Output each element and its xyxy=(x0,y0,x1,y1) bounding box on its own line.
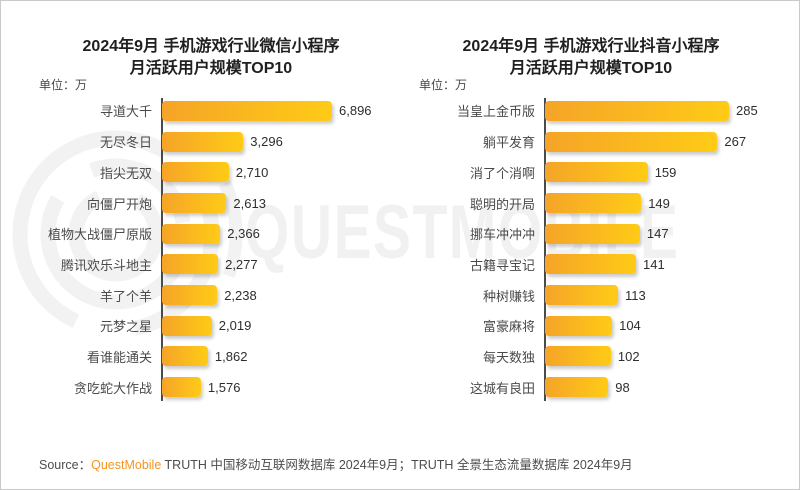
bar-row: 贪吃蛇大作战 1,576 xyxy=(31,372,391,403)
source-prefix: Source： xyxy=(39,458,92,472)
wechat-miniprogram-chart: 2024年9月 手机游戏行业微信小程序 月活跃用户规模TOP10 单位：万 寻道… xyxy=(31,31,391,416)
bar-row: 这城有良田 98 xyxy=(411,372,771,403)
bar-label: 无尽冬日 xyxy=(99,135,152,151)
bar-label: 元梦之星 xyxy=(99,319,152,335)
bar-value-label: 149 xyxy=(648,195,670,211)
source-line: Source：QuestMobile TRUTH 中国移动互联网数据库 2024… xyxy=(39,454,633,473)
bar-value-label: 1,862 xyxy=(214,348,248,364)
chart-title: 2024年9月 手机游戏行业抖音小程序 月活跃用户规模TOP10 xyxy=(411,36,771,80)
bar-label: 种树赚钱 xyxy=(482,288,535,304)
bar-row: 寻道大千 6,896 xyxy=(31,96,391,127)
value-axis-line xyxy=(544,98,546,401)
bar-label: 古籍寻宝记 xyxy=(469,257,535,273)
bar-label: 每天数独 xyxy=(482,349,535,365)
bar-value-label: 2,366 xyxy=(227,226,260,242)
bar xyxy=(545,254,636,275)
bar-value-label: 3,296 xyxy=(250,134,283,150)
bar-label: 指尖无双 xyxy=(99,165,152,181)
bar-rows: 当皇上金币版 285 躺平发育 267 消了个消啊 159 聪明的开局 149 挪车冲冲冲 147… xyxy=(411,96,771,403)
bar xyxy=(162,285,218,306)
bar-row: 聪明的开局 149 xyxy=(411,188,771,219)
bar-row: 种树赚钱 113 xyxy=(411,280,771,311)
bar xyxy=(162,315,212,336)
bar-row: 古籍寻宝记 141 xyxy=(411,249,771,280)
bar-label: 腾讯欢乐斗地主 xyxy=(60,257,152,273)
bar-row: 植物大战僵尸原版 2,366 xyxy=(31,218,391,249)
bar xyxy=(545,223,640,244)
bar-label: 贪吃蛇大作战 xyxy=(73,380,152,396)
bar-label: 挪车冲冲冲 xyxy=(469,227,535,243)
bar-label: 看谁能通关 xyxy=(86,349,152,365)
bar xyxy=(545,346,611,367)
bar-row: 羊了个羊 2,238 xyxy=(31,280,391,311)
bar-value-label: 98 xyxy=(615,379,630,395)
bar-label: 消了个消啊 xyxy=(469,165,535,181)
bar xyxy=(162,162,229,183)
bar-row: 无尽冬日 3,296 xyxy=(31,126,391,157)
chart-title-line1: 2024年9月 手机游戏行业微信小程序 xyxy=(82,38,340,55)
bar xyxy=(545,193,642,213)
bar-value-label: 147 xyxy=(646,226,669,242)
bar-row: 消了个消啊 159 xyxy=(411,157,771,188)
bar xyxy=(162,377,201,398)
bar-value-label: 6,896 xyxy=(339,103,372,119)
bar-label: 植物大战僵尸原版 xyxy=(47,227,152,243)
bar-value-label: 267 xyxy=(724,134,747,150)
bar-value-label: 285 xyxy=(736,103,758,119)
bar-row: 向僵尸开炮 2,613 xyxy=(31,188,391,219)
bar xyxy=(162,131,244,152)
chart-title-line2: 月活跃用户规模TOP10 xyxy=(129,60,293,77)
bar xyxy=(545,315,613,336)
bar-label: 向僵尸开炮 xyxy=(86,196,152,212)
bar-value-label: 159 xyxy=(654,164,677,180)
bar-label: 寻道大千 xyxy=(99,104,152,120)
bar xyxy=(162,100,332,121)
bar-value-label: 2,019 xyxy=(218,318,252,334)
bar xyxy=(162,223,221,244)
bar-value-label: 2,710 xyxy=(235,164,269,180)
bar xyxy=(162,193,227,213)
douyin-miniprogram-chart: 2024年9月 手机游戏行业抖音小程序 月活跃用户规模TOP10 单位：万 当皇… xyxy=(411,31,771,416)
bar xyxy=(545,162,648,183)
bar xyxy=(162,346,208,367)
unit-label: 单位：万 xyxy=(39,78,88,92)
chart-title-line1: 2024年9月 手机游戏行业抖音小程序 xyxy=(462,38,720,55)
bar-label: 躺平发育 xyxy=(482,135,535,151)
bar-row: 躺平发育 267 xyxy=(411,126,771,157)
source-rest: TRUTH 中国移动互联网数据库 2024年9月；TRUTH 全景生态流量数据库… xyxy=(161,458,633,472)
bar-value-label: 104 xyxy=(619,318,641,334)
bar-row: 腾讯欢乐斗地主 2,277 xyxy=(31,249,391,280)
chart-title-line2: 月活跃用户规模TOP10 xyxy=(509,60,673,77)
unit-label: 单位：万 xyxy=(419,78,468,92)
bar-row: 指尖无双 2,710 xyxy=(31,157,391,188)
bar-label: 聪明的开局 xyxy=(469,196,535,212)
bar-row: 当皇上金币版 285 xyxy=(411,96,771,127)
source-brand: QuestMobile xyxy=(91,458,162,472)
bar-value-label: 141 xyxy=(643,256,665,272)
bar xyxy=(162,254,219,275)
bar xyxy=(545,285,618,306)
bar-label: 这城有良田 xyxy=(469,380,535,396)
bar-rows: 寻道大千 6,896 无尽冬日 3,296 指尖无双 2,710 向僵尸开炮 2,613 植物大… xyxy=(31,96,391,403)
bar-label: 羊了个羊 xyxy=(99,288,152,304)
bar-row: 挪车冲冲冲 147 xyxy=(411,218,771,249)
chart-title: 2024年9月 手机游戏行业微信小程序 月活跃用户规模TOP10 xyxy=(31,36,391,80)
bar xyxy=(545,377,609,398)
bar-label: 富豪麻将 xyxy=(482,319,535,335)
bar-value-label: 1,576 xyxy=(207,379,241,395)
bar xyxy=(545,131,718,152)
bar-row: 每天数独 102 xyxy=(411,341,771,372)
bar-value-label: 2,277 xyxy=(225,256,258,272)
bar-row: 看谁能通关 1,862 xyxy=(31,341,391,372)
bar-value-label: 2,613 xyxy=(233,195,266,211)
bar-row: 元梦之星 2,019 xyxy=(31,310,391,341)
bar xyxy=(545,100,729,121)
bar-value-label: 113 xyxy=(625,287,646,303)
bar-row: 富豪麻将 104 xyxy=(411,310,771,341)
bar-value-label: 102 xyxy=(617,348,640,364)
bar-value-label: 2,238 xyxy=(224,287,257,303)
bar-label: 当皇上金币版 xyxy=(456,104,535,120)
